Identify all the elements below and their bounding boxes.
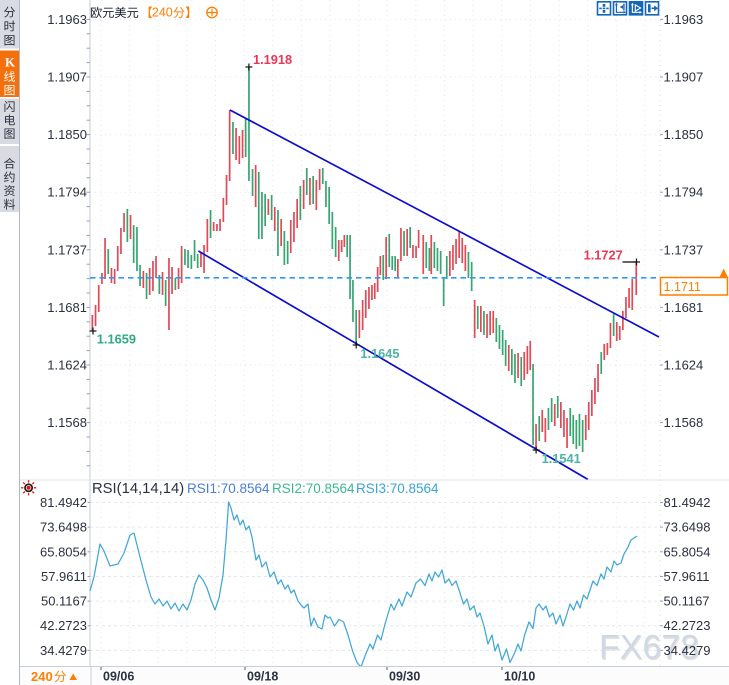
- svg-text:09/06: 09/06: [103, 670, 134, 684]
- svg-text:73.6498: 73.6498: [664, 520, 711, 535]
- svg-text:1.1850: 1.1850: [47, 127, 87, 142]
- svg-text:1.1850: 1.1850: [664, 127, 704, 142]
- svg-text:57.9611: 57.9611: [664, 569, 710, 584]
- svg-text:34.4279: 34.4279: [664, 643, 711, 658]
- svg-text:1.1737: 1.1737: [664, 242, 704, 257]
- svg-text:FX678: FX678: [599, 629, 699, 667]
- svg-text:1.1963: 1.1963: [47, 12, 87, 27]
- svg-text:65.8054: 65.8054: [40, 544, 87, 559]
- svg-text:1.1624: 1.1624: [664, 358, 704, 373]
- svg-text:K: K: [5, 55, 16, 70]
- svg-text:1.1541: 1.1541: [542, 451, 581, 466]
- svg-text:81.4942: 81.4942: [40, 495, 87, 510]
- svg-text:57.9611: 57.9611: [41, 569, 87, 584]
- svg-text:1.1918: 1.1918: [253, 52, 292, 67]
- svg-text:50.1167: 50.1167: [664, 594, 710, 609]
- svg-text:1.1727: 1.1727: [584, 248, 623, 263]
- svg-text:65.8054: 65.8054: [664, 544, 711, 559]
- svg-text:1.1568: 1.1568: [664, 415, 704, 430]
- svg-text:1.1794: 1.1794: [47, 185, 87, 200]
- svg-text:RSI3:70.8564: RSI3:70.8564: [356, 481, 439, 496]
- svg-text:09/18: 09/18: [247, 670, 278, 684]
- svg-text:1.1737: 1.1737: [47, 242, 87, 257]
- svg-text:RSI2:70.8564: RSI2:70.8564: [272, 481, 355, 496]
- svg-text:1.1681: 1.1681: [664, 300, 704, 315]
- svg-text:1.1907: 1.1907: [664, 70, 704, 85]
- svg-text:73.6498: 73.6498: [40, 520, 87, 535]
- svg-text:1.1568: 1.1568: [47, 415, 87, 430]
- svg-text:50.1167: 50.1167: [41, 594, 87, 609]
- svg-text:1.1711: 1.1711: [664, 280, 701, 294]
- svg-text:1.1681: 1.1681: [47, 300, 87, 315]
- svg-text:240: 240: [31, 669, 53, 684]
- svg-text:FX678: FX678: [600, 630, 700, 668]
- svg-text:1.1907: 1.1907: [47, 70, 87, 85]
- svg-text:1.1963: 1.1963: [664, 12, 704, 27]
- svg-text:81.4942: 81.4942: [664, 495, 711, 510]
- svg-text:1.1794: 1.1794: [664, 185, 704, 200]
- svg-text:09/30: 09/30: [389, 670, 420, 684]
- svg-text:42.2723: 42.2723: [40, 618, 87, 633]
- svg-text:240: 240: [152, 6, 173, 20]
- svg-text:42.2723: 42.2723: [664, 618, 711, 633]
- svg-text:34.4279: 34.4279: [40, 643, 87, 658]
- svg-text:1.1659: 1.1659: [97, 332, 136, 347]
- svg-text:RSI(14,14,14): RSI(14,14,14): [92, 481, 184, 497]
- svg-text:1.1645: 1.1645: [360, 346, 399, 361]
- svg-text:10/10: 10/10: [504, 670, 535, 684]
- svg-text:RSI1:70.8564: RSI1:70.8564: [187, 481, 270, 496]
- svg-text:1.1624: 1.1624: [47, 358, 87, 373]
